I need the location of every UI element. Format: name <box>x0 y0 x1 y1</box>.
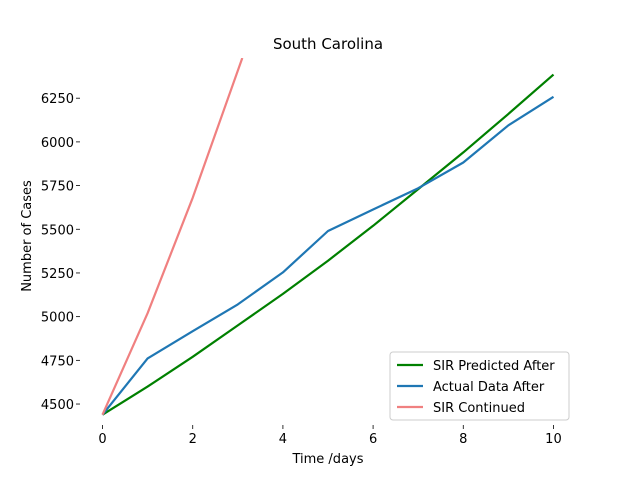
y-tick-label: 6000 <box>41 136 74 151</box>
y-tick-label: 5000 <box>41 311 74 326</box>
legend-label-sir-continued: SIR Continued <box>433 401 525 416</box>
series-lines <box>101 58 555 416</box>
x-tick-label: 8 <box>459 432 467 447</box>
y-tick-label: 6250 <box>41 92 74 107</box>
sir-continued-line <box>101 58 244 416</box>
x-tick-label: 4 <box>279 432 287 447</box>
actual-data-after-line <box>101 95 555 416</box>
legend: SIR Predicted After Actual Data After SIR … <box>389 351 570 421</box>
chart-title: South Carolina <box>273 35 383 53</box>
legend-label-sir-predicted-after: SIR Predicted After <box>433 359 555 374</box>
y-axis-ticks: 4500 4750 5000 5250 5500 5750 6000 6250 <box>41 92 80 413</box>
y-tick-label: 5500 <box>41 223 74 238</box>
x-tick-label: 2 <box>189 432 197 447</box>
y-tick-label: 5750 <box>41 180 74 195</box>
y-tick-label: 4750 <box>41 354 74 369</box>
sir-predicted-after-line <box>101 73 555 416</box>
y-tick-label: 5250 <box>41 267 74 282</box>
legend-box <box>389 351 570 421</box>
x-axis-ticks: 0 2 4 6 8 10 <box>98 425 562 447</box>
x-tick-label: 6 <box>369 432 377 447</box>
x-tick-label: 10 <box>545 432 562 447</box>
x-tick-label: 0 <box>98 432 106 447</box>
x-axis-label: Time /days <box>291 452 363 467</box>
y-axis-label: Number of Cases <box>20 180 35 292</box>
y-tick-label: 4500 <box>41 398 74 413</box>
legend-label-actual-data-after: Actual Data After <box>433 380 545 395</box>
